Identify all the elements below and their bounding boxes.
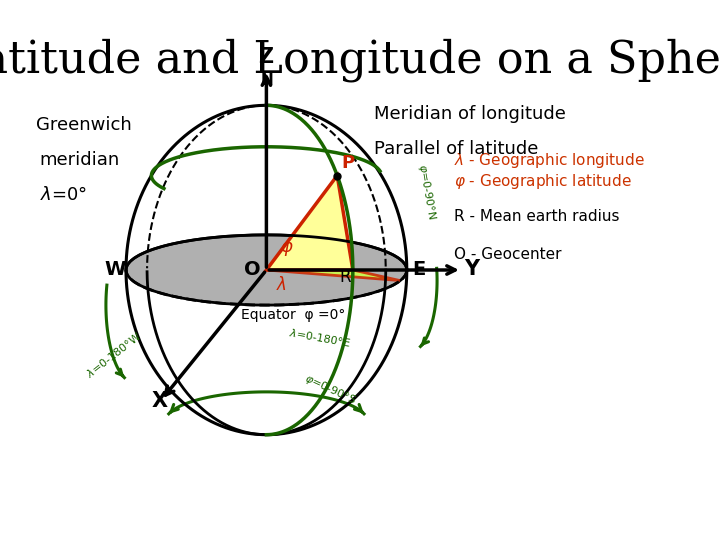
Text: Meridian of longitude: Meridian of longitude [374, 105, 566, 123]
Text: E: E [412, 260, 425, 279]
Text: Parallel of latitude: Parallel of latitude [374, 140, 539, 158]
Text: meridian: meridian [40, 151, 120, 168]
Text: Latitude and Longitude on a Sphere: Latitude and Longitude on a Sphere [0, 38, 720, 82]
Text: $\lambda$=0-180°W: $\lambda$=0-180°W [84, 329, 144, 380]
Text: O: O [244, 260, 261, 279]
Text: Equator  φ =0°: Equator φ =0° [241, 308, 346, 322]
Ellipse shape [126, 235, 407, 305]
Text: W: W [104, 260, 125, 279]
Text: $\varphi$=0-90°N: $\varphi$=0-90°N [415, 163, 438, 221]
Text: R: R [339, 268, 351, 286]
Text: $\varphi$: $\varphi$ [280, 240, 294, 258]
Polygon shape [266, 270, 400, 280]
Text: $\lambda$=0°: $\lambda$=0° [40, 186, 87, 204]
Text: $\lambda$: $\lambda$ [276, 276, 287, 294]
Text: Z: Z [258, 48, 274, 68]
Text: Y: Y [464, 259, 479, 279]
Text: O - Geocenter: O - Geocenter [454, 247, 561, 262]
Text: $\lambda$ - Geographic longitude: $\lambda$ - Geographic longitude [454, 151, 644, 170]
Text: X: X [151, 392, 167, 411]
Text: $\varphi$=0-90°S: $\varphi$=0-90°S [302, 371, 358, 408]
Text: R - Mean earth radius: R - Mean earth radius [454, 210, 619, 225]
Text: $\varphi$ - Geographic latitude: $\varphi$ - Geographic latitude [454, 172, 631, 191]
Text: $\lambda$=0-180°E: $\lambda$=0-180°E [289, 327, 352, 349]
Text: Greenwich: Greenwich [36, 116, 132, 133]
Text: P: P [341, 153, 354, 172]
Polygon shape [266, 176, 353, 270]
Text: N: N [261, 73, 273, 89]
